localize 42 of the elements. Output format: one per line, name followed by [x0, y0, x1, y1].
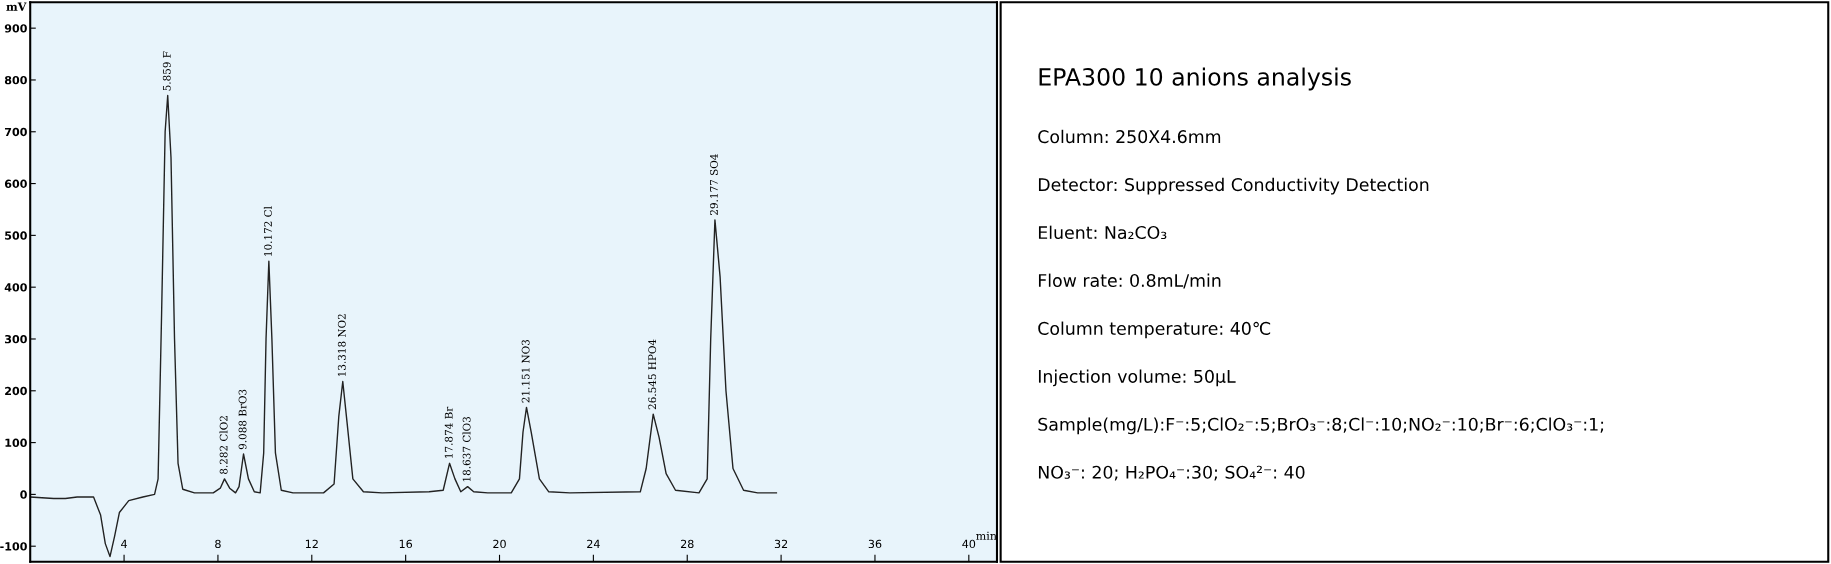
- y-tick-label: 0: [20, 490, 27, 499]
- x-tick-label: 8: [215, 539, 221, 549]
- y-tick-label: 800: [4, 75, 27, 85]
- text: Column temperature: 40℃: [1038, 321, 1271, 339]
- annotation: 26.545 HPO4: [648, 339, 657, 410]
- text: Sample(mg/L):F⁻:5;ClO₂⁻:5;BrO₃⁻:8;Cl⁻:10;NO₂⁻:10;Br⁻:6;ClO₃⁻:1;: [1038, 417, 1604, 435]
- text: Flow rate: 0.8mL/min: [1038, 273, 1221, 289]
- y-tick-label: 700: [4, 127, 27, 137]
- annotation: 10.172 Cl: [263, 206, 272, 256]
- annotation: 9.088 BrO3: [238, 389, 247, 450]
- x-tick-label: 12: [305, 539, 318, 548]
- x-tick-label: 28: [680, 539, 694, 549]
- annotation: 8.282 ClO2: [219, 416, 228, 474]
- y-tick-label: 900: [4, 24, 27, 33]
- annotation: 18.637 ClO3: [462, 417, 471, 482]
- text: Column: 250X4.6mm: [1038, 129, 1221, 144]
- x-tick-label: 32: [774, 539, 788, 549]
- annotation: 17.874 Br: [444, 406, 453, 458]
- x-tick-label: 40: [962, 539, 976, 549]
- x-axis-title: min: [976, 531, 997, 540]
- x-tick-label: 4: [121, 539, 127, 548]
- text: EPA300 10 anions analysis: [1039, 67, 1351, 91]
- y-tick-label: 100: [5, 438, 27, 447]
- y-tick-label: 400: [4, 283, 27, 292]
- annotation: 21.151 NO3: [521, 339, 530, 403]
- y-tick-label: 200: [5, 386, 27, 396]
- x-tick-label: 24: [587, 539, 600, 548]
- y-tick-label: 500: [5, 231, 27, 240]
- text: Detector: Suppressed Conductivity Detection: [1038, 177, 1429, 195]
- annotation: 29.177 SO4: [710, 154, 718, 215]
- annotation: 5.859 F: [162, 51, 171, 91]
- y-tick-label: -100: [0, 542, 27, 551]
- y-tick-label: 300: [4, 334, 27, 344]
- annotation: 13.318 NO2: [337, 314, 346, 377]
- y-axis-title: mV: [6, 2, 27, 11]
- y-tick-label: 600: [4, 179, 27, 188]
- text: Injection volume: 50μL: [1038, 369, 1236, 387]
- text: NO₃⁻: 20; H₂PO₄⁻:30; SO₄²⁻: 40: [1038, 465, 1305, 481]
- text: Eluent: Na₂CO₃: [1038, 225, 1167, 240]
- x-tick-label: 20: [493, 539, 506, 549]
- x-tick-label: 16: [399, 539, 413, 549]
- x-tick-label: 36: [868, 539, 882, 549]
